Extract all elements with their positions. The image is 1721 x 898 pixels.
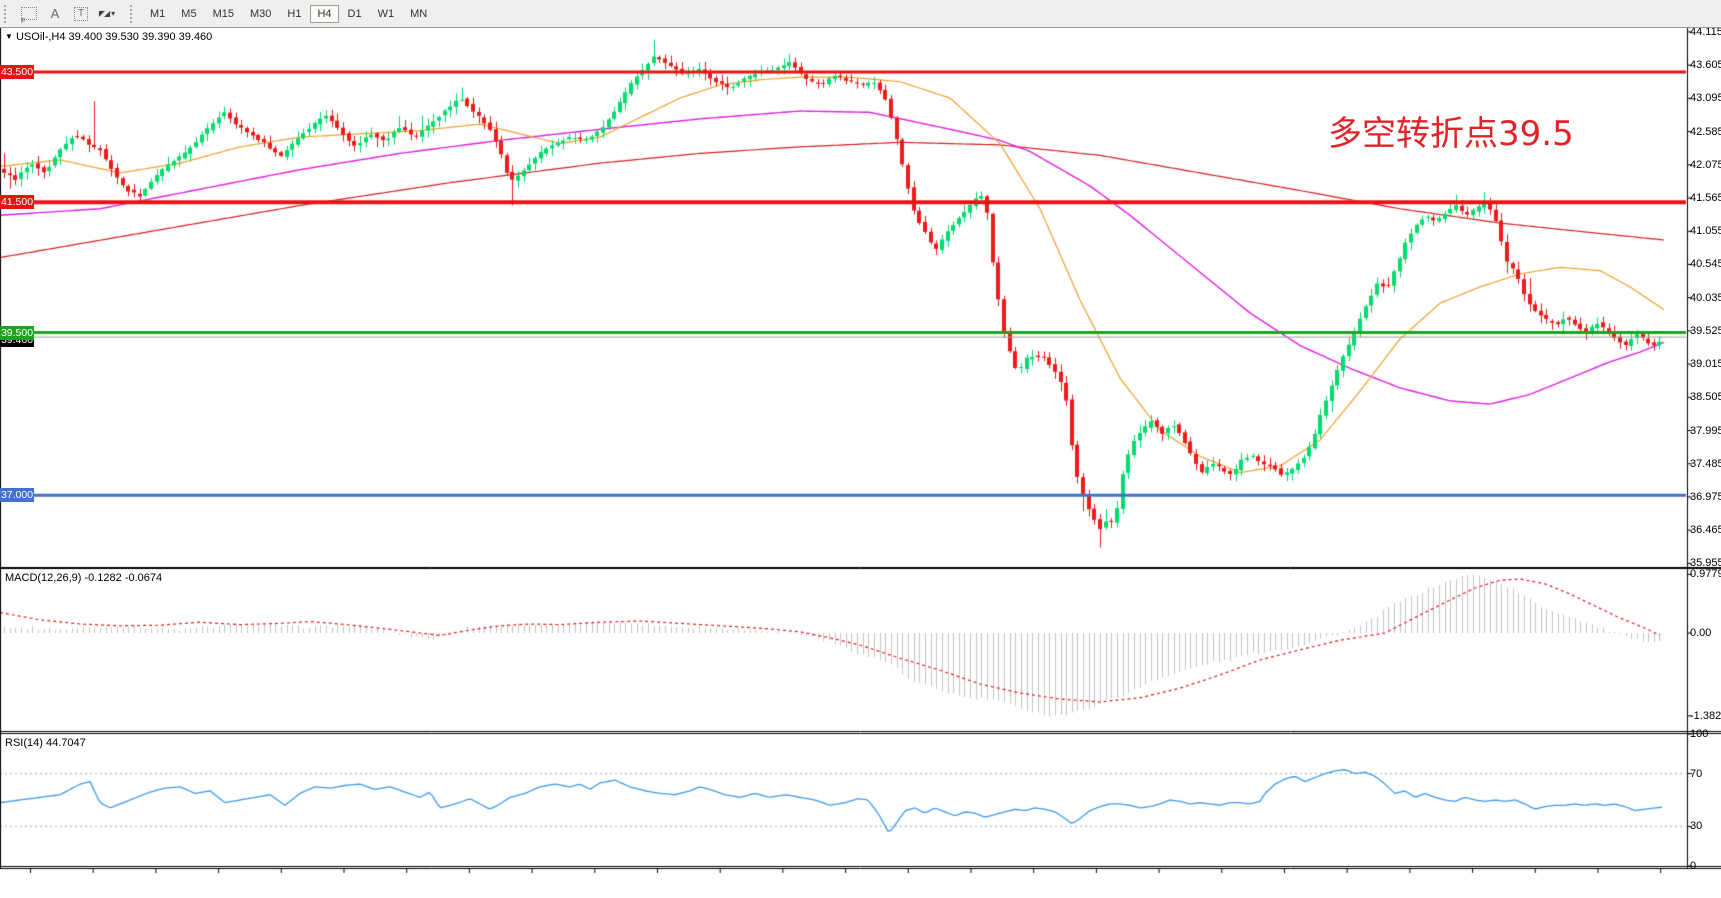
price-tick-label: 39.015: [1690, 358, 1721, 371]
price-tick-label: 43.095: [1690, 92, 1721, 105]
price-tick-label: 40.545: [1690, 258, 1721, 271]
price-tick-label: 35.955: [1690, 557, 1721, 570]
toolbar: F A T ◤◢ ▾ M1 M5 M15 M30 H1 H4 D1 W1 MN: [0, 0, 1721, 28]
price-tick-label: 42.585: [1690, 125, 1721, 138]
macd-tick-label: -1.382: [1690, 709, 1721, 722]
price-tick-label: 37.485: [1690, 457, 1721, 470]
rsi-tick-label: 0: [1690, 860, 1697, 872]
price-tick-label: 36.465: [1690, 524, 1721, 537]
annotation-text: 多空转折点39.5: [1328, 114, 1574, 154]
level-price-label: 39.500: [0, 325, 34, 340]
timeframe-group: M1 M5 M15 M30 H1 H4 D1 W1 MN: [142, 4, 435, 23]
toolbar-grip[interactable]: [130, 4, 136, 23]
price-tick-label: 38.505: [1690, 391, 1721, 404]
price-tick-label: 41.565: [1690, 192, 1721, 204]
text-a-icon: A: [50, 6, 60, 21]
text-t-icon: T: [73, 6, 89, 21]
chevron-down-icon: ▾: [111, 9, 116, 18]
macd-tick-label: 0.00: [1690, 627, 1712, 639]
timeframe-button-m15[interactable]: M15: [212, 7, 234, 20]
arrows-tool-button[interactable]: ◤◢ ▾: [96, 3, 118, 25]
timeframe-button-h4[interactable]: H4: [310, 4, 339, 23]
rsi-tick-label: 70: [1690, 767, 1703, 780]
symbol-ohlc-text: USOil-,H4 39.400 39.530 39.390 39.460: [15, 31, 213, 43]
timeframe-button-mn[interactable]: MN: [410, 7, 428, 20]
price-tick-label: 37.995: [1690, 424, 1721, 437]
level-price-label: 43.500: [0, 64, 34, 79]
chart-template-tool-button[interactable]: F: [18, 3, 40, 25]
timeframe-button-d1[interactable]: D1: [347, 7, 362, 20]
level-price-label: 37.000: [0, 488, 34, 503]
arrows-icon: ◤◢: [98, 9, 110, 18]
toolbar-grip[interactable]: [4, 4, 10, 23]
text-annotation-tool-button[interactable]: A: [44, 3, 66, 25]
timeframe-button-m30[interactable]: M30: [249, 7, 272, 20]
price-tick-label: 41.055: [1690, 225, 1721, 238]
rsi-tick-label: 100: [1690, 728, 1709, 740]
collapse-triangle-icon[interactable]: ▼: [5, 32, 13, 41]
price-tick-label: 40.035: [1690, 291, 1721, 304]
timeframe-button-h1[interactable]: H1: [287, 7, 302, 20]
rsi-indicator-label: RSI(14) 44.7047: [5, 737, 86, 749]
template-icon: F: [21, 7, 37, 25]
rsi-tick-label: 30: [1690, 820, 1703, 833]
price-tick-label: 36.975: [1690, 490, 1721, 503]
price-tick-label: 39.525: [1690, 324, 1721, 337]
timeframe-button-w1[interactable]: W1: [377, 7, 395, 20]
level-price-label: 41.500: [0, 195, 34, 210]
timeframe-button-m5[interactable]: M5: [181, 7, 197, 20]
text-label-tool-button[interactable]: T: [70, 3, 92, 25]
price-tick-label: 42.075: [1690, 158, 1721, 171]
price-tick-label: 43.605: [1690, 59, 1721, 72]
timeframe-button-m1[interactable]: M1: [150, 7, 166, 20]
macd-indicator-label: MACD(12,26,9) -0.1282 -0.0674: [5, 572, 163, 584]
price-tick-label: 44.115: [1690, 25, 1721, 38]
macd-tick-label: 0.9779: [1690, 568, 1721, 581]
symbol-ohlc-info: ▼ USOil-,H4 39.400 39.530 39.390 39.460: [5, 31, 212, 43]
